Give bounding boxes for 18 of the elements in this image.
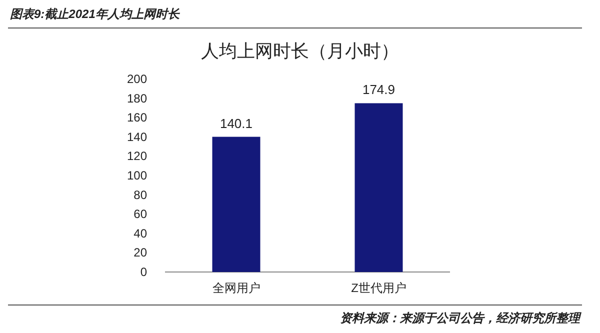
text: 图表9:截止2021年人均上网时长 — [10, 7, 180, 21]
y-tick-label: 80 — [134, 188, 148, 202]
data-label: 140.1 — [220, 116, 253, 131]
data-label: 174.9 — [362, 82, 396, 98]
y-tick-label: 120 — [126, 149, 148, 164]
y-tick-label: 20 — [134, 246, 148, 260]
y-tick-label: 60 — [134, 207, 148, 222]
text: 资料来源：来源于公司公告，经济研究所整理 — [340, 311, 582, 325]
chart-title: 人均上网时长（月小时） — [201, 41, 399, 61]
x-tick-label: Z世代用户 — [351, 281, 406, 295]
y-tick-label: 160 — [126, 110, 148, 125]
x-tick-label: 全网用户 — [212, 281, 260, 295]
y-tick-label: 100 — [126, 168, 148, 182]
y-tick-label: 0 — [140, 265, 148, 279]
y-tick-label: 140 — [126, 130, 148, 144]
y-tick-label: 200 — [126, 72, 148, 86]
y-tick-label: 180 — [126, 91, 148, 106]
y-tick-label: 40 — [134, 226, 148, 240]
